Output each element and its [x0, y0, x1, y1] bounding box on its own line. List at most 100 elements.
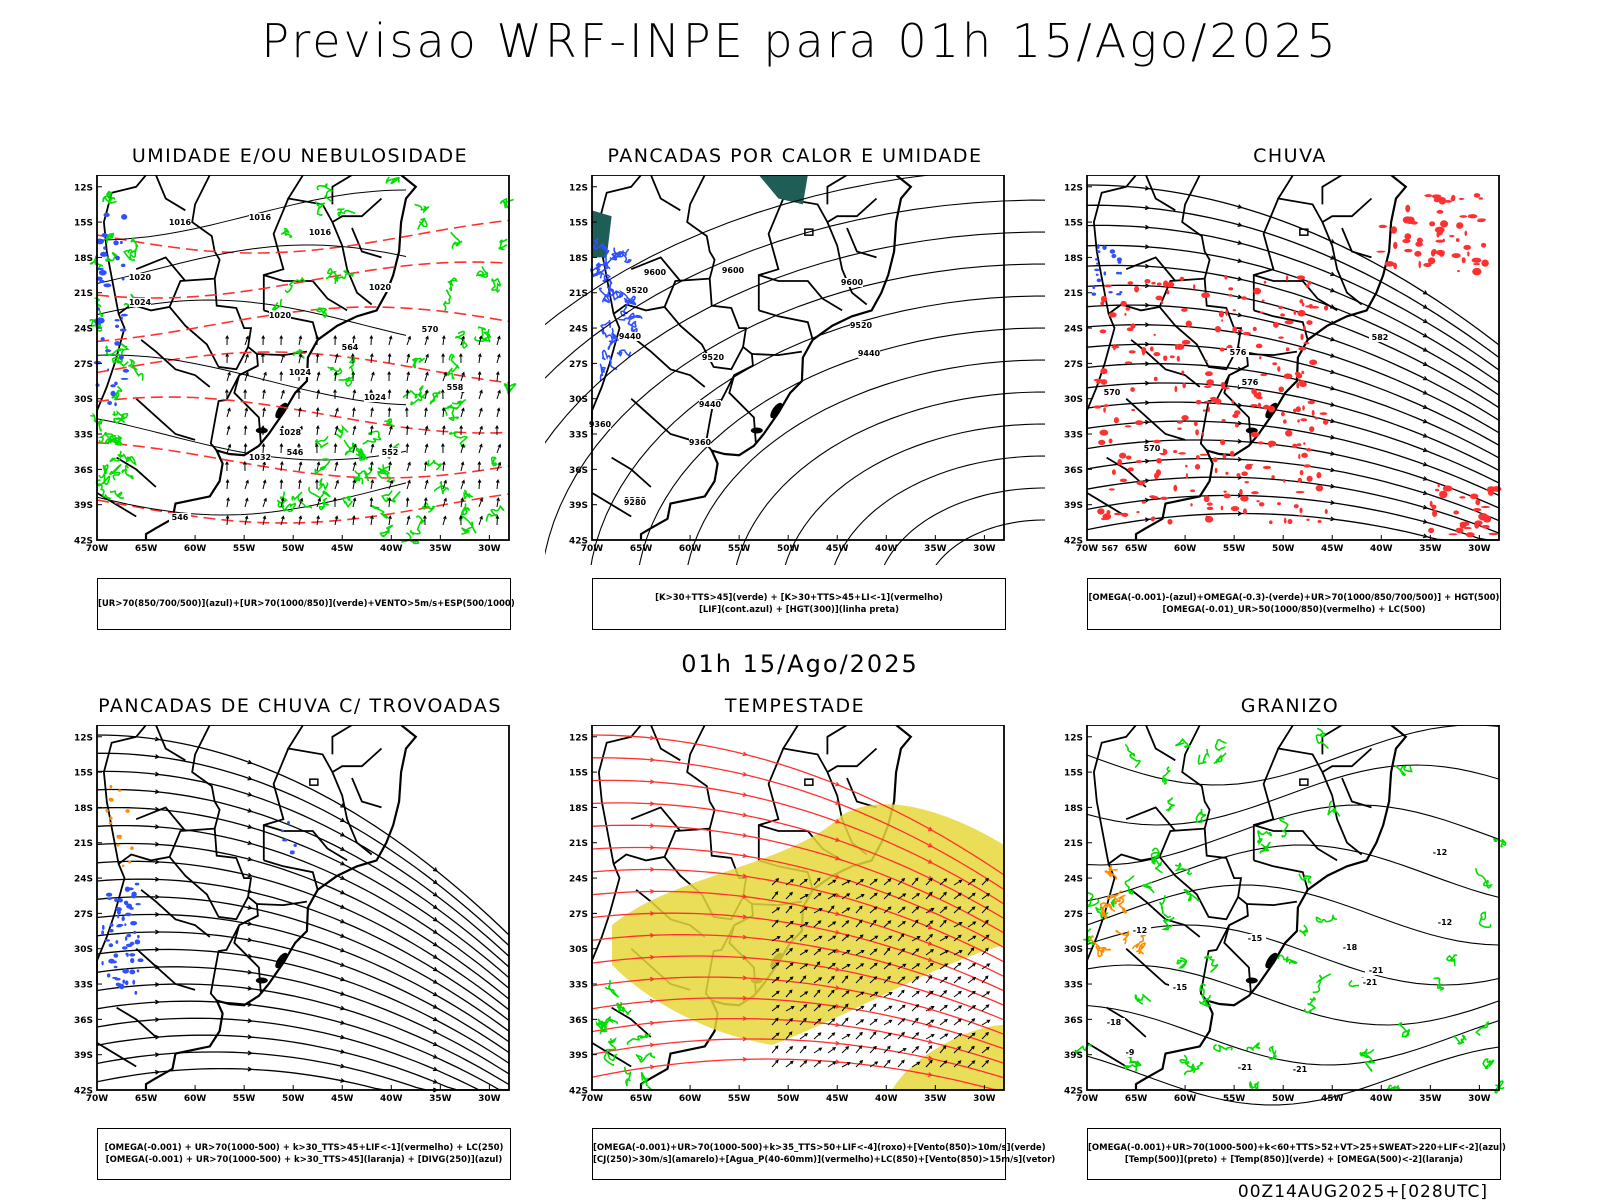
wind-vector [441, 425, 446, 436]
wind-vector [441, 442, 445, 454]
lif-contour [623, 295, 636, 305]
country-border [826, 725, 848, 755]
wind-vector [785, 905, 793, 914]
temp850-contour [1433, 977, 1445, 991]
wind-vector [260, 352, 265, 364]
temp850-contour [1179, 1054, 1196, 1074]
label-bg [1129, 926, 1151, 935]
stream-arrow [1422, 290, 1428, 295]
stream-arrow [927, 826, 933, 831]
humidity-green [342, 495, 353, 508]
streamline [96, 913, 510, 1043]
rain-red [1206, 506, 1214, 511]
stream-arrow [340, 890, 346, 895]
rain-red [1453, 510, 1459, 515]
country-border [611, 456, 652, 488]
rain-red [1307, 400, 1315, 405]
rain-red [1298, 380, 1305, 385]
rain-red [1237, 329, 1243, 332]
country-border [1276, 725, 1363, 856]
wind-vector [869, 892, 878, 900]
wind-vector [298, 515, 303, 526]
temp850-contour [1150, 851, 1160, 865]
humidity-blue [100, 337, 105, 341]
rain-red [1285, 373, 1290, 377]
label-bg [702, 353, 724, 362]
wind-vector [953, 976, 962, 984]
humidity-green [381, 490, 401, 503]
lon-label: 45W [1321, 1094, 1344, 1104]
temp500-contour [1086, 884, 1500, 946]
rain-red [1163, 355, 1168, 361]
wind-vector [298, 407, 302, 418]
temp500-contour [1086, 924, 1500, 986]
wind-vector [333, 388, 337, 399]
humidity-green [127, 358, 144, 381]
wind-vector [478, 497, 484, 508]
humidity-green [285, 276, 306, 294]
rain-red [1311, 409, 1315, 416]
humidity-blue [114, 341, 121, 346]
lat-label: 27S [1064, 910, 1083, 920]
stream-arrow [1422, 461, 1429, 467]
rain-red [1393, 241, 1398, 250]
country-border [168, 856, 249, 921]
hgt300-contour [833, 455, 1045, 565]
rain-red [1201, 292, 1210, 299]
label-bg [1141, 444, 1163, 453]
omega-orange [1106, 890, 1122, 904]
humidity-blue [100, 251, 108, 257]
stream-arrow [340, 918, 346, 924]
stream-arrow [649, 735, 656, 741]
thunder-orange [121, 864, 125, 868]
wind-vector [424, 335, 429, 346]
lat-label: 36S [569, 1016, 588, 1026]
wind-vector [405, 424, 410, 436]
label-bg [619, 332, 641, 341]
stream-arrow [1330, 402, 1336, 407]
rain-red [1295, 406, 1301, 413]
lat-label: 30S [74, 395, 93, 405]
wind-vector [799, 878, 808, 886]
divergence-blue [109, 923, 114, 927]
rain-red [1167, 518, 1173, 525]
wind-vector [953, 934, 962, 942]
rain-red [1455, 527, 1464, 534]
country-border [591, 1042, 632, 1068]
humidity-green [355, 447, 366, 458]
contour-label: 9280 [624, 498, 647, 507]
rain-red [1459, 215, 1468, 218]
contour-label: 582 [1372, 333, 1389, 342]
thunder-orange [117, 834, 122, 838]
rain-red [1293, 309, 1297, 315]
hgt300-contour [687, 359, 1045, 565]
streamline [96, 842, 510, 1000]
wind-vector [423, 514, 427, 526]
lon-label: 60W [679, 1094, 702, 1104]
rain-red [1195, 399, 1202, 405]
rain-red [1378, 224, 1387, 229]
stream-arrow [835, 1003, 841, 1009]
stream-arrow [1237, 402, 1243, 408]
humidity-green [491, 277, 502, 293]
lat-label: 33S [74, 981, 93, 991]
forecast-time: 01h 15/Ago/2025 [681, 650, 919, 678]
lagoon-shape [275, 952, 288, 969]
thunder-orange [109, 816, 113, 820]
streamline [96, 948, 510, 1064]
panel-title: PANCADAS DE CHUVA C/ TROVOADAS [98, 695, 502, 717]
legend-line: [OMEGA(-0.001)+UR>70(1000-500)+k>35_TTS>… [593, 1143, 1046, 1153]
stream-arrow [1422, 318, 1428, 324]
stream-arrow [340, 1005, 346, 1011]
wind-vector [939, 989, 948, 998]
country-border [1145, 175, 1176, 212]
lon-label: 35W [924, 544, 947, 554]
temp850-contour [1359, 1048, 1374, 1058]
wind-vector [406, 479, 411, 490]
hgt300-contour [883, 487, 1045, 565]
lat-label: 21S [569, 289, 588, 299]
temp850-contour [1134, 993, 1152, 1005]
stream-arrow [247, 824, 253, 829]
stream-arrow [649, 1042, 656, 1048]
rain-red [1435, 249, 1445, 256]
